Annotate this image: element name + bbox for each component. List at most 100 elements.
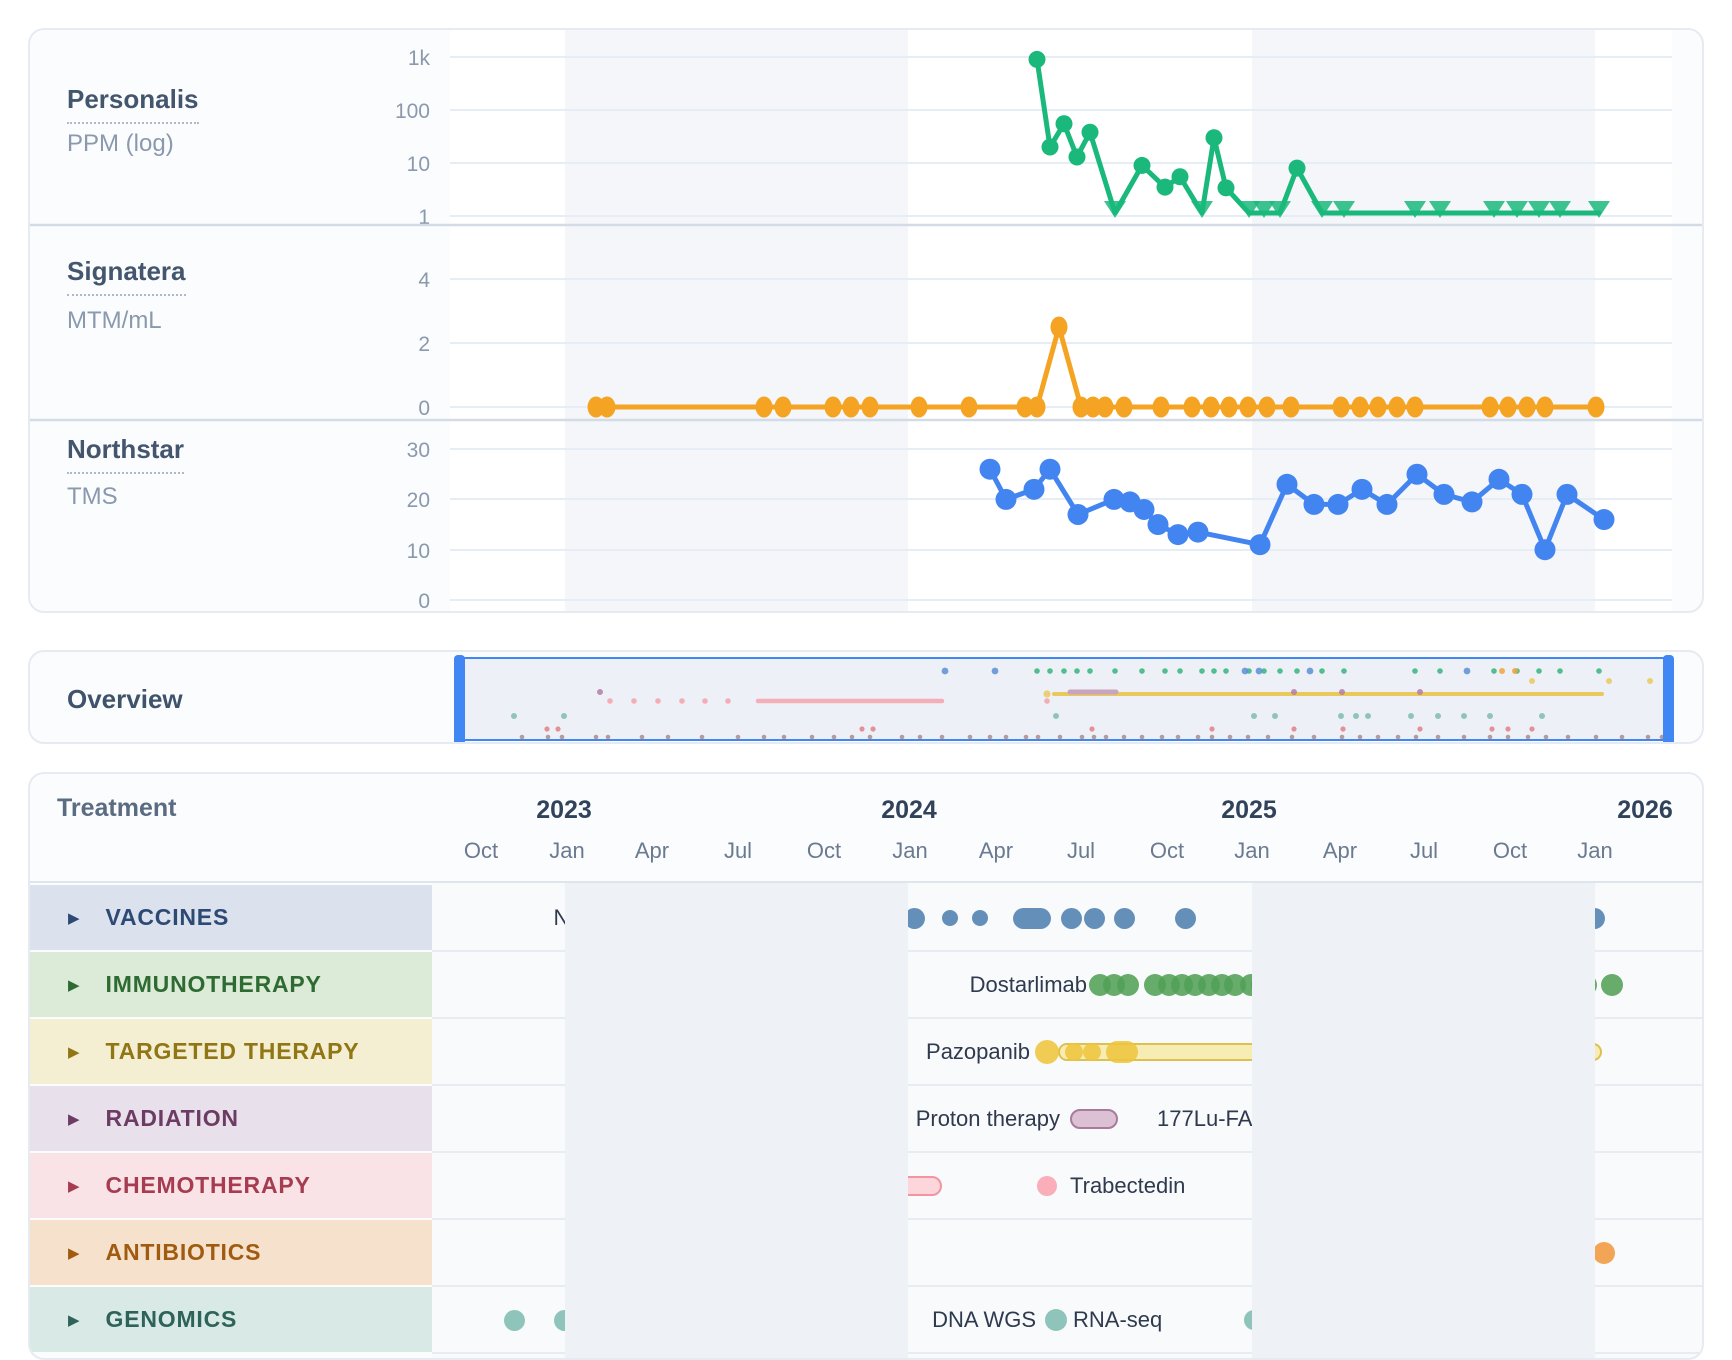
data-point[interactable] (1147, 514, 1169, 536)
event-dot[interactable] (942, 910, 958, 926)
treatment-group-targeted-therapy[interactable]: ▶ TARGETED THERAPY (30, 1019, 432, 1084)
lod-marker[interactable] (1191, 201, 1213, 218)
data-point[interactable] (1587, 396, 1605, 418)
data-point[interactable] (1068, 148, 1086, 166)
data-point[interactable] (1534, 539, 1556, 561)
data-point[interactable] (842, 396, 860, 418)
data-point[interactable] (1156, 178, 1174, 196)
event-dot[interactable] (503, 1309, 525, 1331)
lod-marker[interactable] (1269, 201, 1291, 218)
event-dot[interactable] (1117, 974, 1139, 996)
event-dot[interactable] (1593, 1242, 1615, 1264)
data-point[interactable] (1081, 123, 1099, 141)
minimap-left-handle[interactable] (454, 655, 465, 742)
data-point[interactable] (1406, 396, 1424, 418)
data-point[interactable] (1133, 156, 1151, 174)
data-point[interactable] (1406, 463, 1428, 485)
lod-marker[interactable] (1404, 201, 1426, 218)
lod-marker[interactable] (1483, 201, 1505, 218)
lod-marker[interactable] (1311, 201, 1333, 218)
data-point[interactable] (1351, 396, 1369, 418)
lod-marker[interactable] (1429, 201, 1451, 218)
lod-marker[interactable] (1588, 201, 1610, 218)
data-point[interactable] (1511, 483, 1533, 505)
data-point[interactable] (1376, 493, 1398, 515)
event-dot[interactable] (1060, 907, 1082, 929)
event-dot[interactable] (1601, 974, 1623, 996)
data-point[interactable] (1388, 396, 1406, 418)
data-point[interactable] (995, 488, 1017, 510)
event-dot[interactable] (1037, 1176, 1057, 1196)
data-point[interactable] (1023, 478, 1045, 500)
data-point[interactable] (1055, 115, 1073, 133)
event-dot[interactable] (1013, 907, 1051, 929)
data-point[interactable] (910, 396, 928, 418)
data-point[interactable] (1217, 179, 1235, 197)
data-point[interactable] (1133, 498, 1155, 520)
lod-marker[interactable] (1549, 201, 1571, 218)
treatment-group-radiation[interactable]: ▶ RADIATION (30, 1086, 432, 1151)
data-point[interactable] (1327, 493, 1349, 515)
data-point[interactable] (1103, 488, 1125, 510)
treatment-range-bar[interactable] (1070, 1109, 1118, 1129)
lod-marker[interactable] (1238, 201, 1260, 218)
event-dot[interactable] (1106, 1041, 1138, 1063)
data-point[interactable] (1239, 396, 1257, 418)
data-point[interactable] (1481, 396, 1499, 418)
event-dot[interactable] (1083, 907, 1105, 929)
data-point[interactable] (1282, 396, 1300, 418)
data-point[interactable] (1171, 168, 1189, 186)
event-dot[interactable] (1174, 907, 1196, 929)
lod-marker[interactable] (1253, 201, 1275, 218)
data-point[interactable] (1593, 509, 1615, 531)
data-point[interactable] (598, 396, 616, 418)
data-point[interactable] (1115, 396, 1133, 418)
data-point[interactable] (1084, 396, 1102, 418)
data-point[interactable] (1028, 396, 1046, 418)
lod-marker[interactable] (1333, 201, 1355, 218)
data-point[interactable] (1536, 396, 1554, 418)
event-dot[interactable] (1065, 1043, 1083, 1061)
data-point[interactable] (1041, 138, 1059, 156)
treatment-group-genomics[interactable]: ▶ GENOMICS (30, 1287, 432, 1352)
data-point[interactable] (1332, 396, 1350, 418)
data-point[interactable] (1050, 316, 1068, 338)
data-point[interactable] (1187, 521, 1209, 543)
lod-marker[interactable] (1528, 201, 1550, 218)
data-point[interactable] (1556, 483, 1578, 505)
lod-marker[interactable] (1104, 201, 1126, 218)
data-point[interactable] (1249, 534, 1271, 556)
event-dot[interactable] (1113, 907, 1135, 929)
data-point[interactable] (1303, 493, 1325, 515)
data-point[interactable] (1067, 503, 1089, 525)
data-point[interactable] (1028, 50, 1046, 68)
data-point[interactable] (1369, 396, 1387, 418)
data-point[interactable] (1499, 396, 1517, 418)
data-point[interactable] (774, 396, 792, 418)
minimap-right-handle[interactable] (1663, 655, 1674, 742)
event-dot[interactable] (903, 907, 925, 929)
data-point[interactable] (1039, 458, 1061, 480)
data-point[interactable] (1205, 129, 1223, 147)
event-dot[interactable] (1045, 1309, 1067, 1331)
data-point[interactable] (1072, 396, 1090, 418)
data-point[interactable] (1096, 396, 1114, 418)
data-point[interactable] (1518, 396, 1536, 418)
timeline-minimap[interactable] (454, 655, 1674, 742)
data-point[interactable] (960, 396, 978, 418)
event-dot[interactable] (972, 910, 988, 926)
data-point[interactable] (1461, 491, 1483, 513)
data-point[interactable] (824, 396, 842, 418)
data-point[interactable] (1202, 396, 1220, 418)
data-point[interactable] (1167, 524, 1189, 546)
data-point[interactable] (979, 458, 1001, 480)
data-point[interactable] (755, 396, 773, 418)
data-point[interactable] (1276, 473, 1298, 495)
data-point[interactable] (1488, 468, 1510, 490)
treatment-group-immunotherapy[interactable]: ▶ IMMUNOTHERAPY (30, 952, 432, 1017)
data-point[interactable] (1258, 396, 1276, 418)
event-dot[interactable] (1083, 1043, 1101, 1061)
data-point[interactable] (1183, 396, 1201, 418)
data-point[interactable] (1288, 159, 1306, 177)
lod-marker[interactable] (1506, 201, 1528, 218)
